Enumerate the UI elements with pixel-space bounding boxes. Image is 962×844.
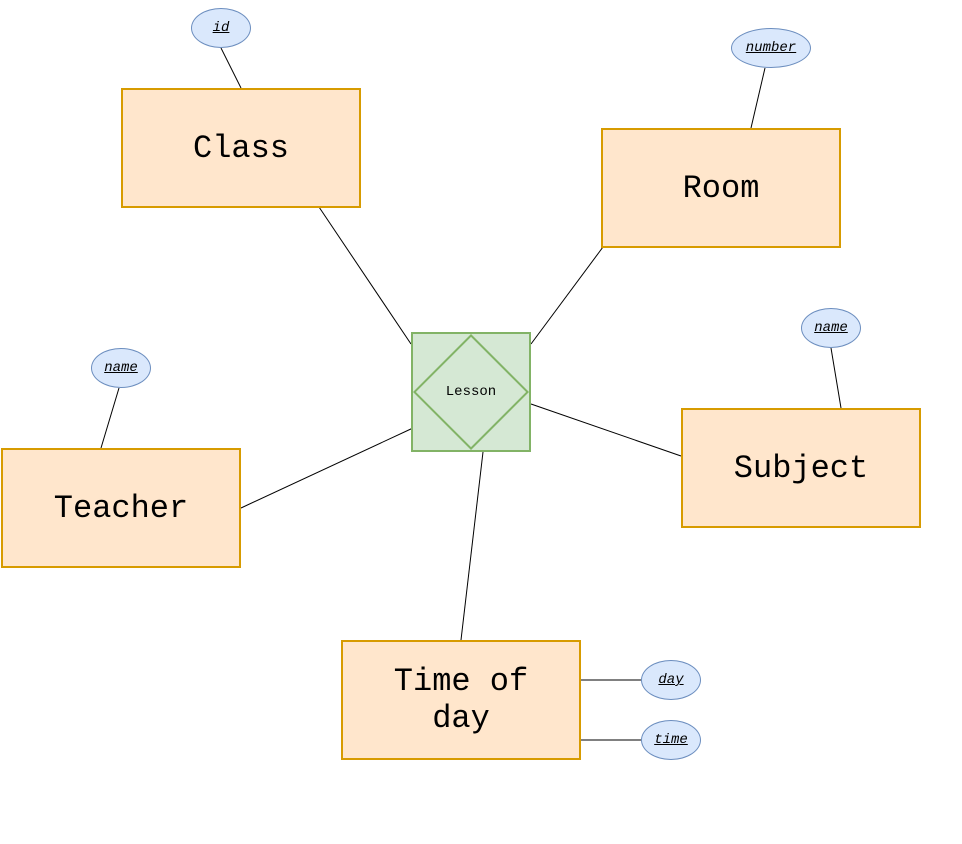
relationship-lesson: Lesson: [411, 332, 531, 452]
edge-rel-timeofday: [461, 452, 483, 640]
edge-class-class_id: [221, 48, 241, 88]
attribute-teacher_name: name: [91, 348, 151, 388]
edge-teacher-teacher_name: [101, 388, 119, 448]
attribute-label: name: [814, 320, 848, 336]
attribute-subject_name: name: [801, 308, 861, 348]
attribute-tod_time: time: [641, 720, 701, 760]
entity-teacher: Teacher: [1, 448, 241, 568]
er-diagram-canvas: Lesson Class Room Teacher Subject Time of day…: [0, 0, 962, 844]
attribute-label: name: [104, 360, 138, 376]
entity-timeofday: Time of day: [341, 640, 581, 760]
attribute-class_id: id: [191, 8, 251, 48]
attribute-label: id: [213, 20, 230, 36]
edge-room-room_number: [751, 68, 765, 128]
relationship-label: Lesson: [446, 384, 496, 400]
attribute-room_number: number: [731, 28, 811, 68]
entity-subject: Subject: [681, 408, 921, 528]
attribute-label: number: [746, 40, 796, 56]
attribute-tod_day: day: [641, 660, 701, 700]
edge-subject-subject_name: [831, 348, 841, 408]
entity-label: Time of day: [394, 663, 528, 737]
edge-rel-room: [531, 247, 603, 344]
edge-rel-teacher: [241, 428, 413, 508]
entity-label: Subject: [734, 450, 868, 487]
entity-room: Room: [601, 128, 841, 248]
edge-rel-subject: [531, 404, 681, 456]
entity-label: Room: [683, 170, 760, 207]
entity-label: Class: [193, 130, 289, 167]
entity-class: Class: [121, 88, 361, 208]
edge-rel-class: [319, 207, 411, 344]
attribute-label: time: [654, 732, 688, 748]
entity-label: Teacher: [54, 490, 188, 527]
attribute-label: day: [658, 672, 683, 688]
